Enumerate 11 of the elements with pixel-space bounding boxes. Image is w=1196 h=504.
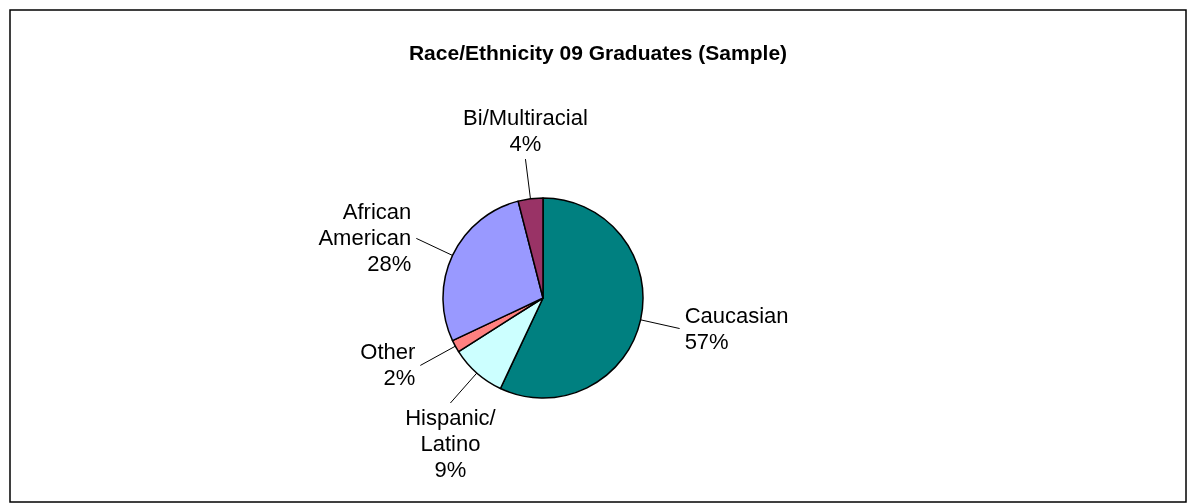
data-label: 4% [509,131,542,157]
slice-label: Hispanic/ Latino [405,405,497,457]
chart-title: Race/Ethnicity 09 Graduates (Sample) [408,41,788,64]
slice-label: Bi/Multiracial [463,105,588,131]
slice-label: Caucasian [684,302,789,328]
data-label: 28% [367,251,412,277]
data-label: 9% [434,457,467,483]
data-label: 2% [383,365,416,391]
slice-label: Other [360,339,416,365]
slice-label: African American [318,199,412,251]
data-label: 57% [684,328,729,354]
